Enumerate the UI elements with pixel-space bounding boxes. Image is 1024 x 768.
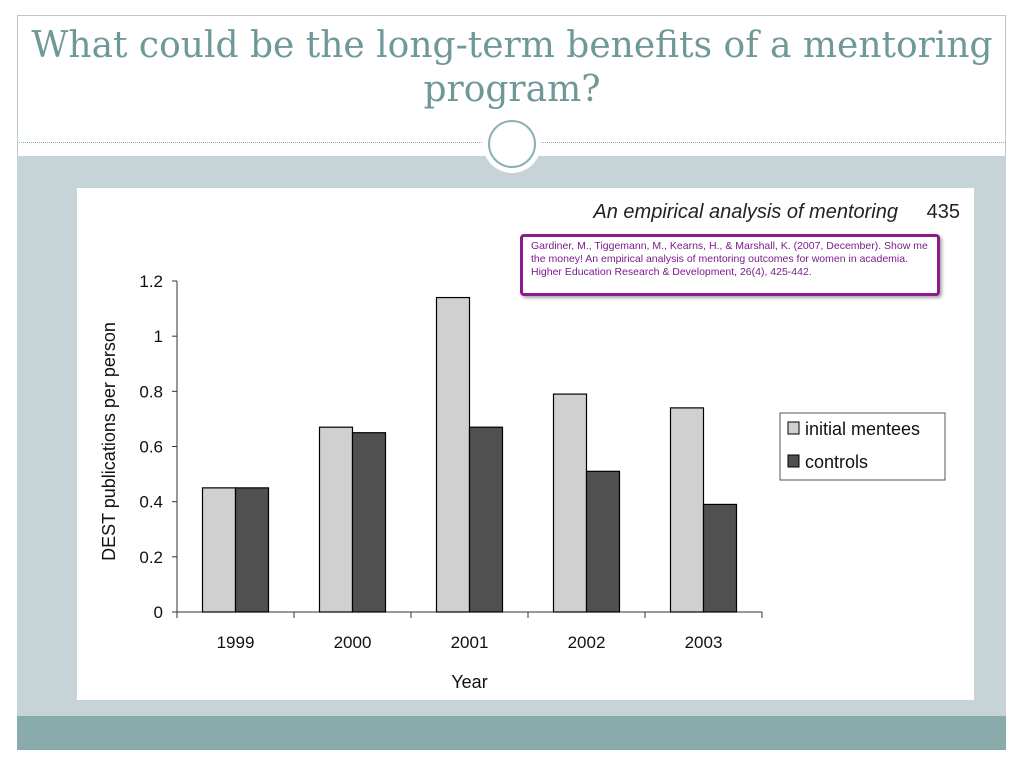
- x-tick-label: 2003: [685, 633, 723, 652]
- y-tick-label: 0: [154, 603, 163, 622]
- legend-label-initial-mentees: initial mentees: [805, 419, 920, 439]
- legend-swatch-initial-mentees: [787, 421, 800, 435]
- bar-controls: [702, 503, 738, 613]
- circle-ornament-ring: [488, 120, 536, 168]
- x-axis-title: Year: [451, 672, 487, 692]
- figure-header-title: An empirical analysis of mentoring: [592, 201, 898, 223]
- bar-controls: [351, 432, 387, 613]
- bar-controls: [468, 426, 504, 613]
- circle-ornament-icon: [483, 115, 541, 173]
- bar-chart: An empirical analysis of mentoring 435 0…: [99, 201, 960, 692]
- y-axis-title: DEST publications per person: [99, 322, 119, 561]
- y-tick-label: 1: [154, 327, 163, 346]
- x-tick-label: 1999: [217, 633, 255, 652]
- bar-initial-mentees: [669, 407, 705, 613]
- chart-figure: An empirical analysis of mentoring 435 0…: [77, 188, 974, 700]
- footer-band: [17, 716, 1006, 750]
- y-tick-label: 0.6: [139, 438, 163, 457]
- figure-page-number: 435: [927, 201, 960, 223]
- bar-initial-mentees: [435, 296, 471, 613]
- bar-initial-mentees: [552, 393, 588, 613]
- y-tick-label: 1.2: [139, 272, 163, 291]
- x-tick-label: 2001: [451, 633, 489, 652]
- x-tick-label: 2000: [334, 633, 372, 652]
- legend-swatch-controls: [787, 454, 800, 468]
- bar-initial-mentees: [201, 487, 237, 613]
- legend-label-controls: controls: [805, 452, 868, 472]
- legend-box: [779, 412, 946, 481]
- y-tick-label: 0.2: [139, 548, 163, 567]
- bar-initial-mentees: [318, 426, 354, 613]
- x-tick-label: 2002: [568, 633, 606, 652]
- y-tick-label: 0.8: [139, 382, 163, 401]
- bar-controls: [234, 487, 270, 613]
- y-tick-label: 0.4: [139, 493, 163, 512]
- citation-box: Gardiner, M., Tiggemann, M., Kearns, H.,…: [520, 234, 940, 296]
- slide-title: What could be the long-term benefits of …: [31, 25, 993, 110]
- bar-controls: [585, 470, 621, 613]
